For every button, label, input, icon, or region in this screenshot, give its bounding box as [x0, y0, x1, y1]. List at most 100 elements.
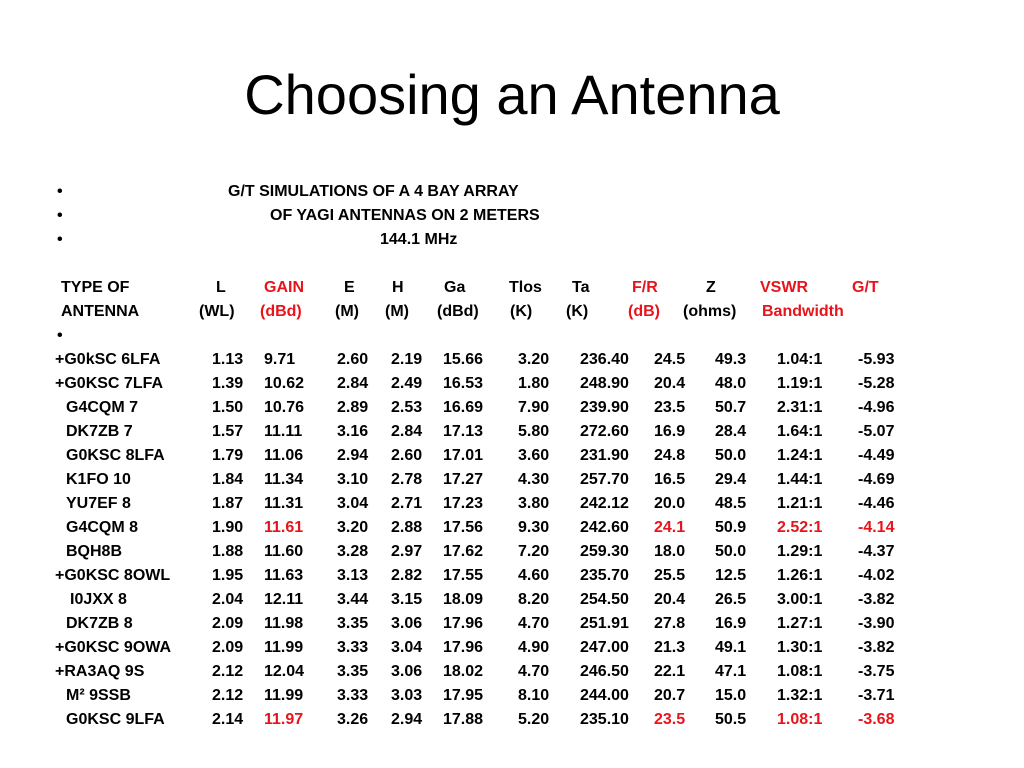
intro-line: • OF YAGI ANTENNAS ON 2 METERS — [0, 204, 1024, 228]
table-cell: 1.19:1 — [777, 375, 823, 392]
table-cell: 28.4 — [715, 423, 747, 440]
intro-line: • G/T SIMULATIONS OF A 4 BAY ARRAY — [0, 180, 1024, 204]
table-cell: 1.87 — [212, 495, 244, 512]
table-row: G4CQM 7 1.50 10.76 2.89 2.53 16.69 7.90 239.90 2… — [0, 396, 1024, 420]
table-row: I0JXX 8 2.04 12.11 3.44 3.15 18.09 8.20 254.50 2… — [0, 588, 1024, 612]
antenna-name: +G0KSC 9OWA — [55, 639, 172, 656]
table-cell: 49.3 — [715, 351, 747, 368]
table-cell: 17.88 — [443, 711, 484, 728]
table-cell: -3.71 — [858, 687, 895, 704]
table-cell: 16.9 — [715, 615, 747, 632]
table-cell: 1.57 — [212, 423, 244, 440]
table-cell: -4.49 — [858, 447, 895, 464]
table-cell: 11.06 — [264, 447, 304, 464]
table-cell: 2.78 — [391, 471, 423, 488]
table-cell: 1.24:1 — [777, 447, 823, 464]
table-cell: 1.30:1 — [777, 639, 823, 656]
table-row: +G0KSC 8OWL 1.95 11.63 3.13 2.82 17.55 4.60 235… — [0, 564, 1024, 588]
table-cell: -3.82 — [858, 591, 895, 608]
antenna-name: +RA3AQ 9S — [55, 663, 145, 680]
intro-text: G/T SIMULATIONS OF A 4 BAY ARRAY — [228, 183, 519, 200]
table-cell: -4.02 — [858, 567, 895, 584]
column-header: (M) — [385, 303, 409, 320]
table-cell: 17.23 — [443, 495, 484, 512]
table-cell: 11.34 — [264, 471, 304, 488]
table-cell: 3.33 — [337, 687, 369, 704]
table-cell: 12.5 — [715, 567, 747, 584]
table-cell: 7.90 — [518, 399, 550, 416]
table-cell: 2.84 — [391, 423, 423, 440]
table-cell: 50.7 — [715, 399, 747, 416]
table-cell: 50.5 — [715, 711, 747, 728]
table-cell: 2.52:1 — [777, 519, 823, 536]
table-cell: 24.5 — [654, 351, 686, 368]
table-cell: 48.0 — [715, 375, 747, 392]
column-header: (dBd) — [437, 303, 479, 320]
table-cell: 1.21:1 — [777, 495, 823, 512]
table-cell: 16.5 — [654, 471, 686, 488]
table-cell: -4.14 — [858, 519, 895, 536]
table-row: +G0kSC 6LFA 1.13 9.71 2.60 2.19 15.66 3.20 236.… — [0, 348, 1024, 372]
column-header: L — [216, 279, 226, 296]
table-cell: 15.66 — [443, 351, 484, 368]
table-cell: 3.26 — [337, 711, 369, 728]
table-cell: 15.0 — [715, 687, 747, 704]
table-cell: 50.0 — [715, 447, 747, 464]
table-cell: 246.50 — [580, 663, 629, 680]
antenna-name: DK7ZB 8 — [66, 615, 133, 632]
table-cell: 24.8 — [654, 447, 686, 464]
column-header: H — [392, 279, 404, 296]
table-cell: 11.97 — [264, 711, 304, 728]
table-cell: 2.53 — [391, 399, 423, 416]
table-cell: 1.26:1 — [777, 567, 823, 584]
table-cell: 17.96 — [443, 639, 484, 656]
table-row: G0KSC 8LFA 1.79 11.06 2.94 2.60 17.01 3.60 231.… — [0, 444, 1024, 468]
antenna-name: K1FO 10 — [66, 471, 131, 488]
table-cell: 12.04 — [264, 663, 305, 680]
table-cell: 3.44 — [337, 591, 369, 608]
table-cell: 20.4 — [654, 375, 686, 392]
antenna-name: YU7EF 8 — [66, 495, 131, 512]
antenna-name: G4CQM 7 — [66, 399, 139, 416]
column-header: (ohms) — [683, 303, 737, 320]
table-cell: 2.88 — [391, 519, 423, 536]
table-cell: 11.99 — [264, 639, 304, 656]
column-header: (dB) — [628, 303, 660, 320]
intro-text: 144.1 MHz — [380, 231, 458, 248]
table-cell: 3.28 — [337, 543, 369, 560]
bullet-icon: • — [57, 207, 63, 224]
table-cell: 8.20 — [518, 591, 550, 608]
table-cell: 50.0 — [715, 543, 747, 560]
table-row: G4CQM 8 1.90 11.61 3.20 2.88 17.56 9.30 242.60 2… — [0, 516, 1024, 540]
table-cell: 1.64:1 — [777, 423, 823, 440]
table-cell: 2.94 — [391, 711, 423, 728]
antenna-name: BQH8B — [66, 543, 123, 560]
table-cell: 17.56 — [443, 519, 484, 536]
table-cell: 4.70 — [518, 663, 550, 680]
table-cell: -5.28 — [858, 375, 895, 392]
table-cell: 1.08:1 — [777, 663, 823, 680]
table-cell: 247.00 — [580, 639, 629, 656]
table-cell: 17.55 — [443, 567, 484, 584]
table-cell: 3.06 — [391, 663, 423, 680]
table-cell: 11.98 — [264, 615, 304, 632]
table-cell: 16.53 — [443, 375, 484, 392]
table-cell: 2.14 — [212, 711, 244, 728]
table-cell: 3.33 — [337, 639, 369, 656]
table-cell: 3.35 — [337, 615, 369, 632]
table-cell: 3.20 — [518, 351, 550, 368]
antenna-name: +G0kSC 6LFA — [55, 351, 161, 368]
table-row: DK7ZB 7 1.57 11.11 3.16 2.84 17.13 5.80 272.60 1… — [0, 420, 1024, 444]
table-cell: 26.5 — [715, 591, 747, 608]
table-cell: 7.20 — [518, 543, 550, 560]
table-cell: 1.32:1 — [777, 687, 823, 704]
table-row: BQH8B 1.88 11.60 3.28 2.97 17.62 7.20 259.30 18.… — [0, 540, 1024, 564]
antenna-name: I0JXX 8 — [70, 591, 127, 608]
table-cell: 2.82 — [391, 567, 423, 584]
column-header: Z — [706, 279, 716, 296]
table-cell: 3.04 — [337, 495, 369, 512]
slide-title: Choosing an Antenna — [244, 63, 780, 126]
table-cell: 1.88 — [212, 543, 244, 560]
antenna-name: G4CQM 8 — [66, 519, 139, 536]
table-cell: -4.96 — [858, 399, 895, 416]
